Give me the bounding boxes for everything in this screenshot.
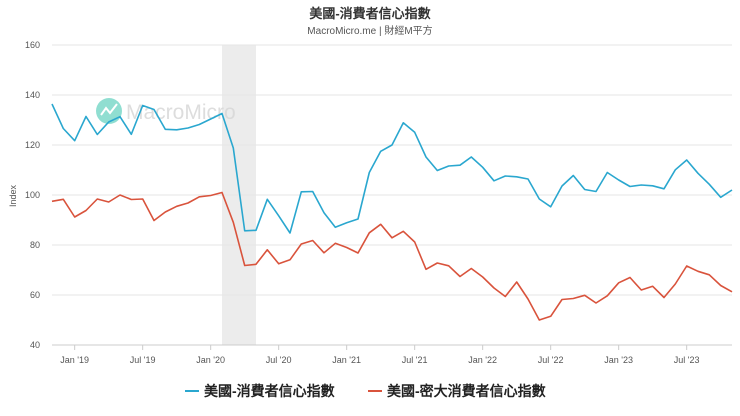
chart-title: 美國-消費者信心指數	[309, 6, 430, 21]
x-axis-ticks: Jan '19 Jul '19 Jan '20 Jul '20 Jan '21 Jul '…	[60, 345, 700, 365]
legend-label-1[interactable]: 美國-消費者信心指數	[204, 383, 335, 399]
y-tick-label: 120	[25, 140, 40, 150]
y-axis-ticks: 40 60 80 100 120 140 160	[25, 40, 40, 350]
x-tick-label: Jul '21	[402, 355, 428, 365]
y-tick-label: 100	[25, 190, 40, 200]
chart-subtitle: MacroMicro.me | 財經M平方	[307, 24, 432, 37]
legend-label-2[interactable]: 美國-密大消費者信心指數	[387, 383, 546, 399]
x-tick-label: Jul '20	[266, 355, 292, 365]
y-axis-label: Index	[8, 184, 18, 207]
legend[interactable]: 美國-消費者信心指數 美國-密大消費者信心指數	[185, 383, 546, 399]
gridlines	[52, 44, 732, 346]
series-layer	[51, 103, 733, 321]
y-tick-label: 80	[30, 240, 40, 250]
y-tick-label: 160	[25, 40, 40, 50]
logo-trend-line	[100, 103, 118, 116]
y-tick-label: 140	[25, 90, 40, 100]
x-tick-label: Jan '19	[60, 355, 89, 365]
y-tick-label: 60	[30, 290, 40, 300]
watermark: MacroMicro	[96, 98, 236, 124]
series-line-1[interactable]	[51, 103, 733, 234]
y-tick-label: 40	[30, 340, 40, 350]
x-tick-label: Jan '20	[196, 355, 225, 365]
x-tick-label: Jul '22	[538, 355, 564, 365]
watermark-text: MacroMicro	[126, 101, 236, 124]
x-tick-label: Jan '21	[332, 355, 361, 365]
x-tick-label: Jul '23	[674, 355, 700, 365]
x-tick-label: Jan '23	[604, 355, 633, 365]
series-line-2[interactable]	[51, 191, 733, 321]
x-tick-label: Jan '22	[468, 355, 497, 365]
x-tick-label: Jul '19	[130, 355, 156, 365]
